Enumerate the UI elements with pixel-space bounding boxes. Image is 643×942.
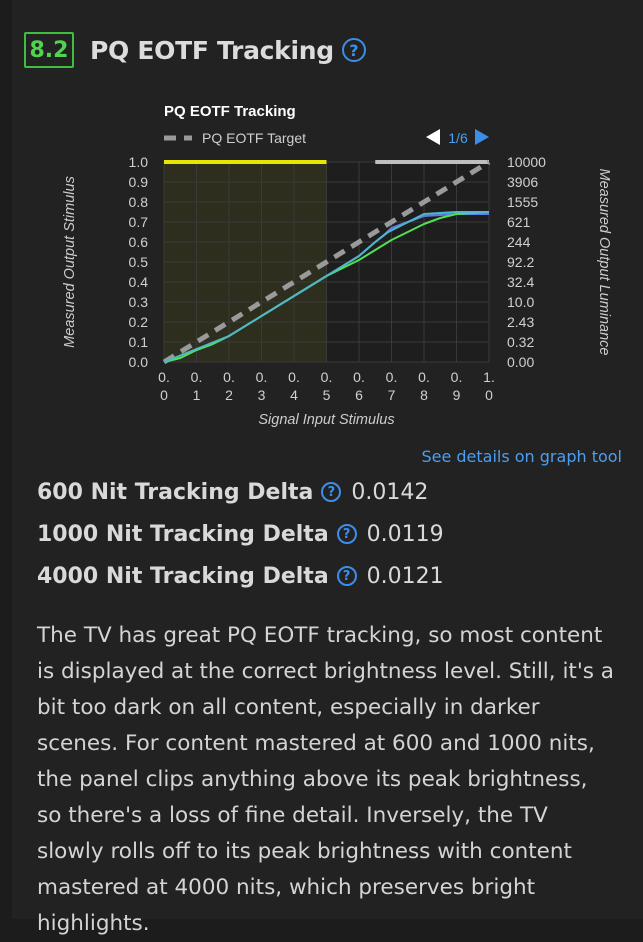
y-tick-label: 0.4: [129, 274, 149, 290]
y-tick-right-label: 1555: [507, 194, 538, 210]
next-page-icon[interactable]: [475, 129, 489, 145]
y-tick-label: 0.5: [129, 254, 149, 270]
x-tick-label: 3: [258, 387, 266, 403]
x-tick-label: 0.: [451, 369, 463, 385]
chart-svg: 0.00.10.20.30.40.50.60.70.80.91.00.000.3…: [62, 103, 612, 428]
metric-label: 4000 Nit Tracking Delta: [37, 563, 329, 589]
help-icon[interactable]: ?: [321, 482, 342, 502]
y-axis-right-label: Measured Output Luminance: [596, 169, 612, 356]
section-header: 8.2 PQ EOTF Tracking ?: [24, 30, 366, 70]
prev-page-icon[interactable]: [426, 129, 440, 145]
y-tick-right-label: 3906: [507, 174, 538, 190]
x-tick-label: 5: [323, 387, 331, 403]
y-tick-label: 0.9: [129, 174, 149, 190]
section-number-badge: 8.2: [24, 32, 74, 68]
metric-value: 0.0119: [366, 521, 444, 547]
y-tick-right-label: 2.43: [507, 314, 534, 330]
x-tick-label: 0: [485, 387, 493, 403]
x-axis-label: Signal Input Stimulus: [258, 412, 394, 428]
help-icon[interactable]: ?: [341, 38, 366, 62]
metric-4000-nit: 4000 Nit Tracking Delta ? 0.0121: [37, 561, 444, 591]
series-line-0: [162, 159, 491, 365]
help-icon[interactable]: ?: [336, 524, 357, 544]
series-line-3: [163, 211, 489, 363]
y-tick-label: 0.1: [129, 334, 149, 350]
y-tick-label: 0.7: [129, 214, 149, 230]
x-tick-label: 0.: [353, 369, 365, 385]
metric-label: 600 Nit Tracking Delta: [37, 479, 314, 505]
x-tick-label: 0.: [321, 369, 333, 385]
x-tick-label: 0.: [288, 369, 300, 385]
x-tick-label: 9: [453, 387, 461, 403]
x-tick-label: 0: [160, 387, 168, 403]
x-tick-label: 0.: [418, 369, 430, 385]
y-tick-right-label: 10.0: [507, 294, 534, 310]
metric-1000-nit: 1000 Nit Tracking Delta ? 0.0119: [37, 519, 444, 549]
y-tick-label: 0.3: [129, 294, 149, 310]
series-line-2: [163, 211, 490, 363]
x-tick-label: 1: [193, 387, 201, 403]
metric-value: 0.0142: [351, 479, 429, 505]
x-tick-label: 2: [225, 387, 233, 403]
x-tick-label: 1.: [483, 369, 495, 385]
pagination-label: 1/6: [448, 130, 468, 146]
x-tick-label: 6: [355, 387, 363, 403]
y-axis-label: Measured Output Stimulus: [62, 176, 78, 348]
y-tick-label: 0.2: [129, 314, 149, 330]
y-tick-right-label: 92.2: [507, 254, 534, 270]
x-tick-label: 8: [420, 387, 428, 403]
y-tick-right-label: 32.4: [507, 274, 534, 290]
y-tick-label: 0.0: [129, 354, 149, 370]
y-tick-right-label: 621: [507, 214, 531, 230]
section-title: PQ EOTF Tracking: [90, 35, 334, 65]
chart-title: PQ EOTF Tracking: [164, 103, 296, 120]
x-tick-label: 4: [290, 387, 298, 403]
metric-value: 0.0121: [366, 563, 444, 589]
y-tick-right-label: 0.32: [507, 334, 534, 350]
y-tick-right-label: 0.00: [507, 354, 534, 370]
y-tick-right-label: 10000: [507, 154, 546, 170]
x-tick-label: 0.: [223, 369, 235, 385]
y-tick-label: 1.0: [129, 154, 149, 170]
help-icon[interactable]: ?: [336, 566, 357, 586]
y-tick-label: 0.8: [129, 194, 149, 210]
x-tick-label: 0.: [191, 369, 203, 385]
y-tick-label: 0.6: [129, 234, 149, 250]
review-section-panel: [12, 0, 643, 919]
x-tick-label: 0.: [386, 369, 398, 385]
pq-eotf-chart: 0.0 0.1 0.2 0.3 0.4 0.5 0.6 0.7 0.8 0.9 1.0 0.00 0.3…: [0, 95, 643, 440]
legend-label: PQ EOTF Target: [202, 130, 306, 146]
metric-label: 1000 Nit Tracking Delta: [37, 521, 329, 547]
graph-tool-link[interactable]: See details on graph tool: [421, 447, 622, 466]
description-text: The TV has great PQ EOTF tracking, so mo…: [37, 623, 614, 936]
x-tick-label: 0.: [256, 369, 268, 385]
metric-600-nit: 600 Nit Tracking Delta ? 0.0142: [37, 477, 428, 507]
y-tick-right-label: 244: [507, 234, 531, 250]
x-tick-label: 0.: [158, 369, 170, 385]
x-tick-label: 7: [388, 387, 396, 403]
